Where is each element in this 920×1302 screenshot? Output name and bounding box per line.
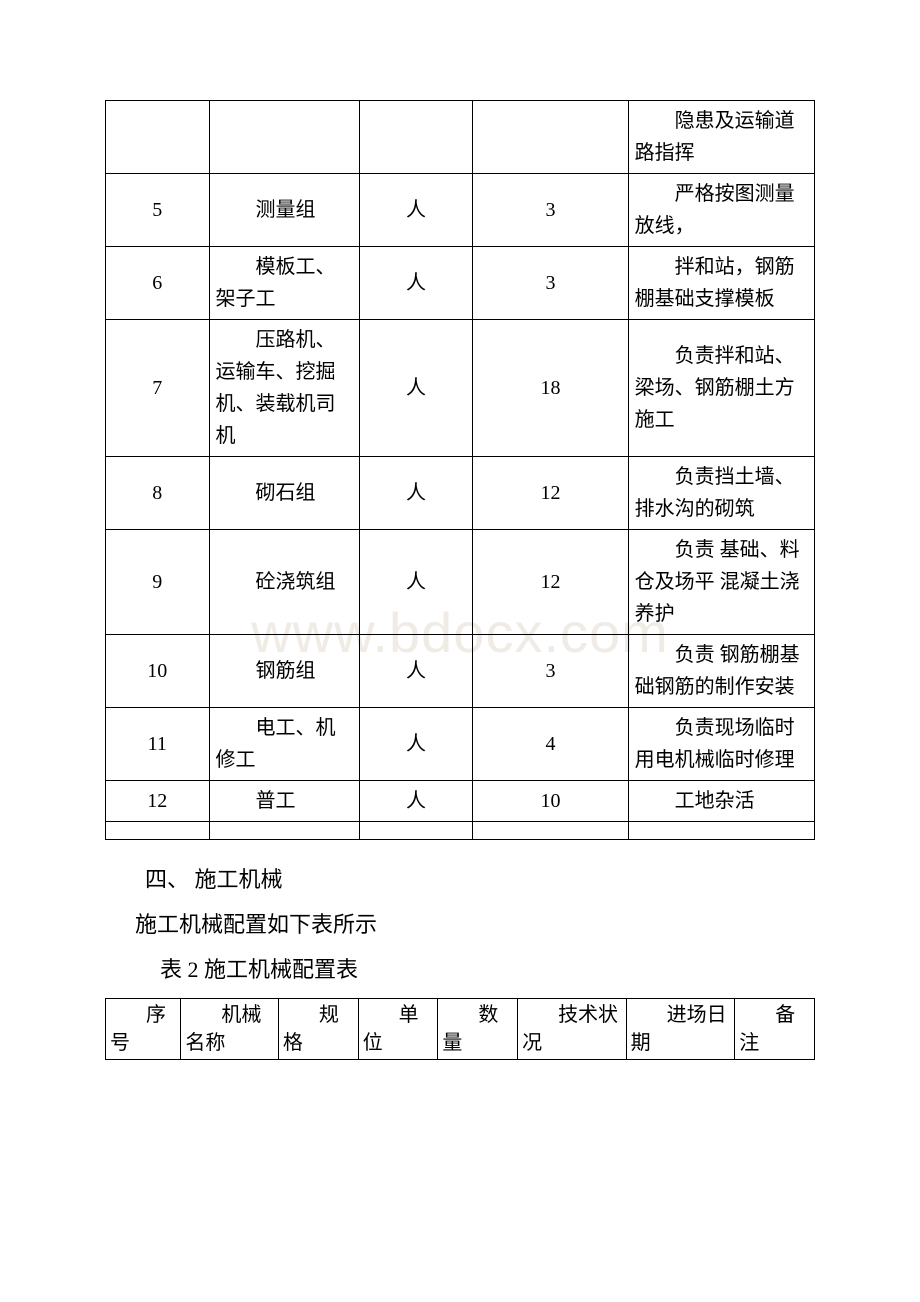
cell-unit: 人 — [359, 247, 473, 320]
cell-note: 负责 钢筋棚基础钢筋的制作安装 — [628, 635, 814, 708]
cell-note: 负责 基础、料仓及场平 混凝土浇养护 — [628, 530, 814, 635]
empty-cell — [359, 822, 473, 840]
table-row — [106, 822, 815, 840]
table-header-row: 序号 机械名称 规格 单位 数量 技术状况 进场日期 备注 — [106, 998, 815, 1059]
cell-unit: 人 — [359, 174, 473, 247]
cell-quantity — [473, 101, 628, 174]
empty-cell — [209, 822, 359, 840]
cell-number: 11 — [106, 708, 210, 781]
empty-cell — [628, 822, 814, 840]
cell-name: 钢筋组 — [209, 635, 359, 708]
cell-number: 8 — [106, 457, 210, 530]
cell-number: 12 — [106, 781, 210, 822]
cell-quantity: 12 — [473, 530, 628, 635]
header-cell: 进场日期 — [626, 998, 735, 1059]
header-cell: 机械名称 — [181, 998, 278, 1059]
table-row: 5测量组人3严格按图测量放线， — [106, 174, 815, 247]
header-cell: 数量 — [438, 998, 518, 1059]
table-row: 11电工、机修工人4负责现场临时用电机械临时修理 — [106, 708, 815, 781]
header-cell: 备注 — [735, 998, 815, 1059]
cell-name: 压路机、运输车、挖掘机、装载机司机 — [209, 320, 359, 457]
cell-note: 严格按图测量放线， — [628, 174, 814, 247]
cell-quantity: 4 — [473, 708, 628, 781]
cell-quantity: 3 — [473, 635, 628, 708]
cell-note: 负责现场临时用电机械临时修理 — [628, 708, 814, 781]
header-cell: 序号 — [106, 998, 181, 1059]
cell-unit: 人 — [359, 781, 473, 822]
cell-name: 砌石组 — [209, 457, 359, 530]
section-paragraph: 施工机械配置如下表所示 — [135, 907, 815, 942]
cell-name: 电工、机修工 — [209, 708, 359, 781]
table-row: 7压路机、运输车、挖掘机、装载机司机人18负责拌和站、梁场、钢筋棚土方施工 — [106, 320, 815, 457]
personnel-table: 隐患及运输道路指挥5测量组人3严格按图测量放线，6模板工、架子工人3拌和站，钢筋… — [105, 100, 815, 840]
cell-note: 负责挡土墙、排水沟的砌筑 — [628, 457, 814, 530]
cell-unit: 人 — [359, 320, 473, 457]
cell-quantity: 10 — [473, 781, 628, 822]
table-row: 隐患及运输道路指挥 — [106, 101, 815, 174]
empty-cell — [106, 822, 210, 840]
cell-name: 模板工、架子工 — [209, 247, 359, 320]
cell-quantity: 18 — [473, 320, 628, 457]
cell-note: 负责拌和站、梁场、钢筋棚土方施工 — [628, 320, 814, 457]
cell-quantity: 3 — [473, 247, 628, 320]
cell-number: 7 — [106, 320, 210, 457]
table-row: 8砌石组人12负责挡土墙、排水沟的砌筑 — [106, 457, 815, 530]
cell-number: 5 — [106, 174, 210, 247]
header-cell: 规格 — [278, 998, 358, 1059]
cell-unit: 人 — [359, 708, 473, 781]
cell-number: 9 — [106, 530, 210, 635]
cell-unit — [359, 101, 473, 174]
cell-quantity: 12 — [473, 457, 628, 530]
table-caption: 表 2 施工机械配置表 — [160, 952, 815, 987]
cell-name: 普工 — [209, 781, 359, 822]
table-row: 12普工人10工地杂活 — [106, 781, 815, 822]
cell-name: 砼浇筑组 — [209, 530, 359, 635]
empty-cell — [473, 822, 628, 840]
cell-number: 10 — [106, 635, 210, 708]
cell-quantity: 3 — [473, 174, 628, 247]
cell-unit: 人 — [359, 530, 473, 635]
machinery-table: 序号 机械名称 规格 单位 数量 技术状况 进场日期 备注 — [105, 998, 815, 1060]
cell-note: 隐患及运输道路指挥 — [628, 101, 814, 174]
cell-number: 6 — [106, 247, 210, 320]
cell-note: 工地杂活 — [628, 781, 814, 822]
section-heading: 四、 施工机械 — [145, 862, 815, 897]
table-row: 6模板工、架子工人3拌和站，钢筋棚基础支撑模板 — [106, 247, 815, 320]
cell-name: 测量组 — [209, 174, 359, 247]
cell-unit: 人 — [359, 635, 473, 708]
cell-unit: 人 — [359, 457, 473, 530]
header-cell: 单位 — [358, 998, 438, 1059]
header-cell: 技术状况 — [518, 998, 627, 1059]
cell-note: 拌和站，钢筋棚基础支撑模板 — [628, 247, 814, 320]
cell-name — [209, 101, 359, 174]
table-row: 9砼浇筑组人12负责 基础、料仓及场平 混凝土浇养护 — [106, 530, 815, 635]
table-row: 10钢筋组人3负责 钢筋棚基础钢筋的制作安装 — [106, 635, 815, 708]
cell-number — [106, 101, 210, 174]
